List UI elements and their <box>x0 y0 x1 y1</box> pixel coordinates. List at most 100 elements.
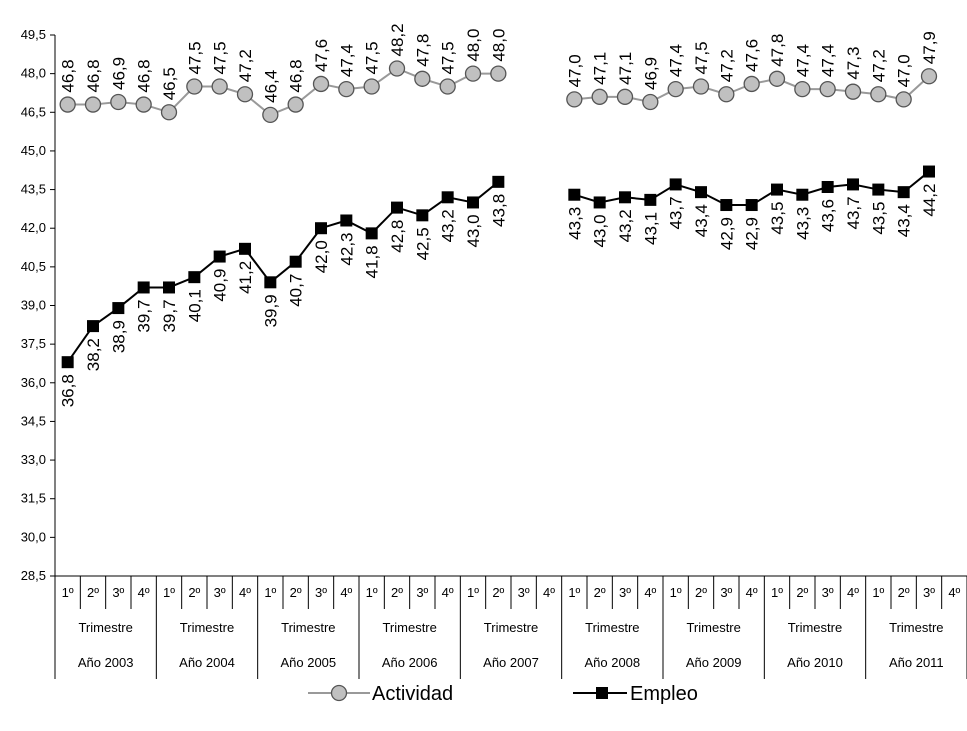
x-axis-categories: 1º 2º 3º 4º 1º 2º 3º 4º 1º 2º 3º 4º 1º 2º 3º 4º 1º 2º 3º 4º… <box>54 576 967 679</box>
data-label-empleo: 43,3 <box>565 207 584 240</box>
data-label-empleo: 39,7 <box>160 299 179 332</box>
point-empleo <box>593 196 606 209</box>
quarter-label: 4º <box>340 585 352 600</box>
quarter-label: 4º <box>138 585 150 600</box>
point-empleo <box>796 188 809 201</box>
point-empleo <box>163 281 175 294</box>
y-tick-label: 39,0 <box>21 298 46 313</box>
data-label-actividad: 47,2 <box>869 49 888 82</box>
quarter-label: 2º <box>391 585 403 600</box>
legend-item-actividad: Actividad <box>308 683 453 705</box>
point-actividad <box>262 106 279 124</box>
data-label-actividad: 47,6 <box>312 39 331 72</box>
point-empleo <box>644 193 657 206</box>
quarter-label: 2º <box>594 585 606 600</box>
data-label-empleo: 38,9 <box>109 320 128 353</box>
data-label-actividad: 47,5 <box>185 41 204 74</box>
data-label-empleo: 43,7 <box>844 196 863 229</box>
data-label-empleo: 42,5 <box>413 227 432 260</box>
data-label-empleo: 43,5 <box>869 202 888 235</box>
data-label-empleo: 43,4 <box>692 204 711 237</box>
data-label-empleo: 41,8 <box>363 245 382 278</box>
year-label: Año 2009 <box>686 655 742 670</box>
quarter-label: 1º <box>670 585 682 600</box>
trimestre-label: Trimestre <box>281 620 335 635</box>
data-label-empleo: 39,9 <box>261 294 280 327</box>
point-empleo <box>847 178 859 191</box>
point-actividad <box>388 60 406 77</box>
legend: Actividad Empleo <box>308 683 698 705</box>
data-label-empleo: 43,3 <box>793 207 812 240</box>
data-label-empleo: 39,7 <box>135 299 154 332</box>
data-label-empleo: 36,8 <box>59 374 78 407</box>
y-tick-label: 42,0 <box>21 220 46 235</box>
point-actividad <box>743 75 760 93</box>
point-actividad <box>211 78 228 95</box>
trimestre-label: Trimestre <box>585 620 639 635</box>
data-label-empleo: 42,9 <box>743 217 762 250</box>
y-tick-label: 36,0 <box>21 375 46 390</box>
point-empleo <box>720 199 733 212</box>
point-empleo <box>568 188 581 201</box>
point-actividad <box>895 91 912 108</box>
data-label-actividad: 47,1 <box>591 52 610 85</box>
quarter-label: 3º <box>518 585 530 600</box>
year-label: Año 2003 <box>78 655 134 670</box>
trimestre-label: Trimestre <box>788 620 842 635</box>
data-label-empleo: 44,2 <box>920 184 939 217</box>
y-tick-label: 30,0 <box>21 529 46 544</box>
point-actividad <box>363 78 380 95</box>
point-empleo <box>365 227 378 240</box>
data-label-empleo: 42,9 <box>717 217 736 250</box>
data-label-actividad: 46,9 <box>109 57 128 90</box>
data-label-actividad: 47,0 <box>895 54 914 87</box>
quarter-label: 1º <box>163 585 175 600</box>
trimestre-label: Trimestre <box>382 620 436 635</box>
quarter-label: 1º <box>467 585 479 600</box>
point-actividad <box>439 78 456 95</box>
data-label-actividad: 47,1 <box>616 52 635 85</box>
trimestre-label: Trimestre <box>180 620 234 635</box>
point-actividad <box>490 65 507 82</box>
quarter-label: 4º <box>847 585 859 600</box>
quarter-label: 3º <box>923 585 935 600</box>
point-actividad <box>794 80 811 98</box>
data-label-empleo: 43,6 <box>819 199 838 232</box>
quarter-label: 1º <box>62 585 74 600</box>
legend-marker-actividad <box>330 684 348 702</box>
data-label-empleo: 43,2 <box>439 209 458 242</box>
quarter-label: 3º <box>112 585 124 600</box>
y-tick-label: 31,5 <box>21 491 46 506</box>
quarter-label: 3º <box>214 585 226 600</box>
data-label-actividad: 47,9 <box>920 31 939 64</box>
legend-marker-empleo <box>596 687 608 699</box>
data-label-actividad: 47,6 <box>743 39 762 72</box>
quarter-label: 1º <box>264 585 276 600</box>
point-actividad <box>338 80 355 98</box>
y-tick-label: 28,5 <box>21 568 46 583</box>
y-tick-label: 33,0 <box>21 452 46 467</box>
year-label: Año 2008 <box>584 655 640 670</box>
quarter-label: 4º <box>442 585 454 600</box>
point-actividad <box>642 93 659 111</box>
quarter-label: 4º <box>644 585 656 600</box>
quarter-label: 4º <box>948 585 960 600</box>
data-label-empleo: 43,8 <box>489 194 508 227</box>
quarter-label: 3º <box>619 585 631 600</box>
point-actividad <box>287 96 304 113</box>
point-actividad <box>920 68 938 85</box>
data-label-actividad: 47,8 <box>768 34 787 67</box>
point-actividad <box>135 96 152 113</box>
quarter-label: 2º <box>492 585 504 600</box>
y-tick-label: 46,5 <box>21 104 46 119</box>
year-label: Año 2004 <box>179 655 235 670</box>
legend-item-empleo: Empleo <box>573 683 698 705</box>
point-empleo <box>416 209 429 222</box>
point-actividad <box>110 93 127 111</box>
quarter-label: 1º <box>872 585 884 600</box>
point-empleo <box>492 175 505 188</box>
year-label: Año 2006 <box>382 655 438 670</box>
data-label-actividad: 47,5 <box>692 41 711 74</box>
series-empleo <box>61 165 935 369</box>
